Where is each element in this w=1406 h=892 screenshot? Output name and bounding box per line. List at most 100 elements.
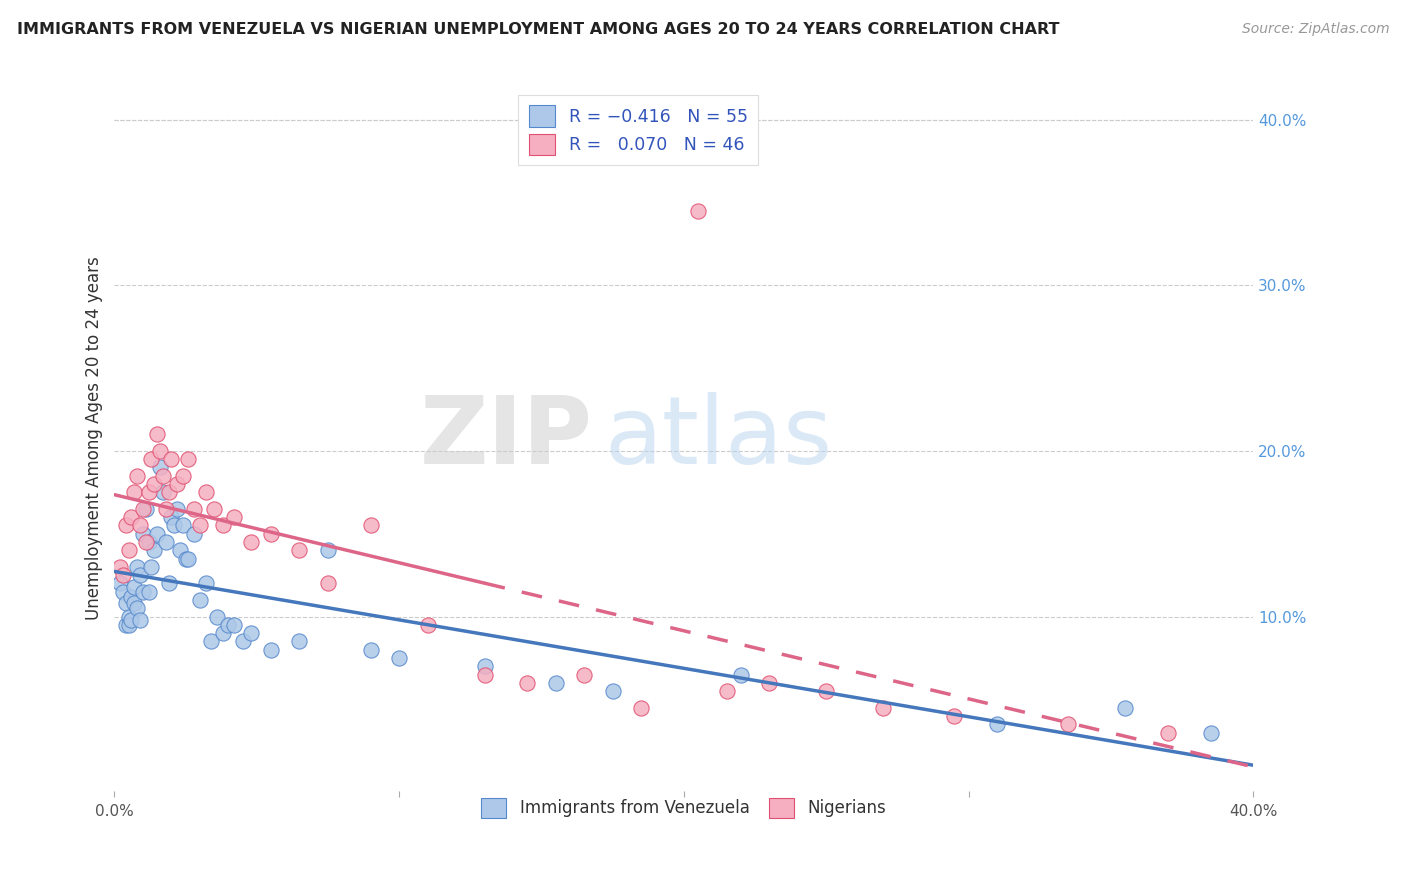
Point — [141, 452, 163, 467]
Point — [602, 684, 624, 698]
Point — [205, 609, 228, 624]
Point — [222, 618, 245, 632]
Point — [146, 427, 169, 442]
Point — [194, 576, 217, 591]
Point — [146, 526, 169, 541]
Point — [388, 651, 411, 665]
Point — [121, 510, 143, 524]
Point — [758, 676, 780, 690]
Point — [217, 618, 239, 632]
Point — [943, 709, 966, 723]
Point — [108, 560, 131, 574]
Point — [222, 510, 245, 524]
Point — [516, 676, 538, 690]
Point — [986, 717, 1008, 731]
Point — [117, 543, 139, 558]
Point — [135, 502, 157, 516]
Point — [155, 502, 177, 516]
Point — [200, 634, 222, 648]
Y-axis label: Unemployment Among Ages 20 to 24 years: Unemployment Among Ages 20 to 24 years — [86, 257, 103, 620]
Point — [872, 700, 894, 714]
Point — [474, 659, 496, 673]
Point — [1057, 717, 1080, 731]
Point — [124, 485, 146, 500]
Point — [127, 601, 149, 615]
Point — [1114, 700, 1136, 714]
Point — [716, 684, 738, 698]
Point — [544, 676, 567, 690]
Point — [177, 551, 200, 566]
Point — [288, 543, 311, 558]
Point — [211, 626, 233, 640]
Point — [166, 477, 188, 491]
Point — [211, 518, 233, 533]
Point — [815, 684, 838, 698]
Point — [316, 576, 339, 591]
Point — [260, 526, 283, 541]
Point — [172, 518, 194, 533]
Point — [169, 543, 191, 558]
Point — [172, 468, 194, 483]
Point — [143, 543, 166, 558]
Point — [132, 502, 155, 516]
Point — [111, 584, 134, 599]
Point — [138, 485, 160, 500]
Point — [152, 485, 174, 500]
Legend: Immigrants from Venezuela, Nigerians: Immigrants from Venezuela, Nigerians — [475, 791, 893, 824]
Point — [163, 518, 186, 533]
Point — [183, 526, 205, 541]
Point — [288, 634, 311, 648]
Point — [127, 468, 149, 483]
Point — [160, 510, 183, 524]
Point — [240, 626, 263, 640]
Point — [149, 444, 172, 458]
Text: atlas: atlas — [605, 392, 832, 484]
Point — [132, 584, 155, 599]
Point — [157, 485, 180, 500]
Point — [630, 700, 652, 714]
Point — [1157, 725, 1180, 739]
Point — [132, 526, 155, 541]
Point — [124, 596, 146, 610]
Point — [117, 618, 139, 632]
Point — [177, 452, 200, 467]
Point — [129, 518, 152, 533]
Text: IMMIGRANTS FROM VENEZUELA VS NIGERIAN UNEMPLOYMENT AMONG AGES 20 TO 24 YEARS COR: IMMIGRANTS FROM VENEZUELA VS NIGERIAN UN… — [17, 22, 1059, 37]
Point — [160, 452, 183, 467]
Point — [121, 590, 143, 604]
Point — [127, 560, 149, 574]
Point — [124, 580, 146, 594]
Point — [360, 642, 382, 657]
Text: ZIP: ZIP — [420, 392, 593, 484]
Point — [152, 468, 174, 483]
Point — [108, 576, 131, 591]
Point — [188, 518, 211, 533]
Point — [730, 667, 752, 681]
Point — [149, 460, 172, 475]
Point — [155, 535, 177, 549]
Point — [129, 568, 152, 582]
Point — [474, 667, 496, 681]
Point — [117, 609, 139, 624]
Point — [316, 543, 339, 558]
Point — [166, 502, 188, 516]
Point — [138, 535, 160, 549]
Point — [135, 535, 157, 549]
Point — [129, 613, 152, 627]
Point — [360, 518, 382, 533]
Point — [260, 642, 283, 657]
Point — [111, 568, 134, 582]
Point — [202, 502, 225, 516]
Point — [114, 596, 136, 610]
Point — [141, 560, 163, 574]
Point — [143, 477, 166, 491]
Point — [138, 584, 160, 599]
Text: Source: ZipAtlas.com: Source: ZipAtlas.com — [1241, 22, 1389, 37]
Point — [114, 618, 136, 632]
Point — [194, 485, 217, 500]
Point — [121, 613, 143, 627]
Point — [416, 618, 439, 632]
Point — [688, 203, 710, 218]
Point — [188, 593, 211, 607]
Point — [114, 518, 136, 533]
